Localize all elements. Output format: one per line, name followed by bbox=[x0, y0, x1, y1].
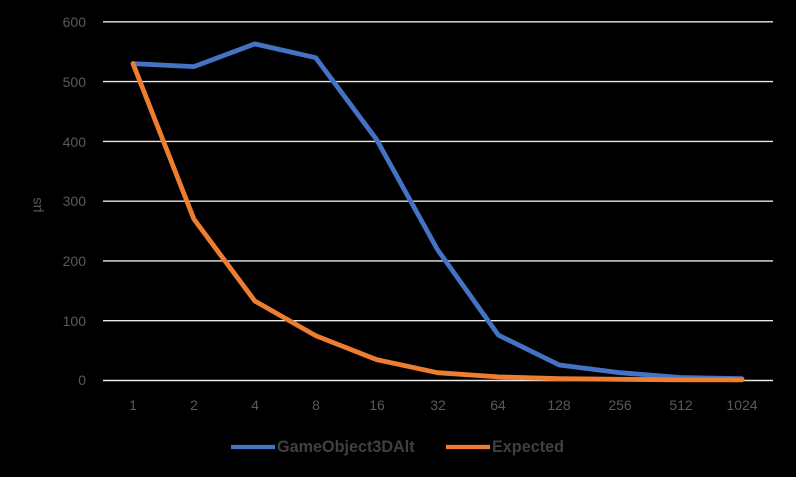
svg-text:200: 200 bbox=[63, 253, 87, 269]
svg-text:16: 16 bbox=[369, 397, 385, 413]
svg-text:100: 100 bbox=[63, 313, 87, 329]
svg-text:512: 512 bbox=[669, 397, 693, 413]
svg-text:Expected: Expected bbox=[492, 438, 564, 456]
svg-text:2: 2 bbox=[190, 397, 198, 413]
svg-text:1024: 1024 bbox=[726, 397, 757, 413]
svg-text:64: 64 bbox=[490, 397, 506, 413]
svg-text:8: 8 bbox=[312, 397, 320, 413]
svg-text:32: 32 bbox=[430, 397, 446, 413]
svg-text:4: 4 bbox=[251, 397, 259, 413]
svg-text:400: 400 bbox=[63, 134, 87, 150]
svg-text:500: 500 bbox=[63, 74, 87, 90]
svg-text:128: 128 bbox=[547, 397, 571, 413]
svg-text:µs: µs bbox=[28, 197, 44, 212]
svg-text:GameObject3DAlt: GameObject3DAlt bbox=[277, 438, 415, 456]
svg-text:0: 0 bbox=[78, 372, 86, 388]
svg-text:1: 1 bbox=[129, 397, 137, 413]
svg-text:300: 300 bbox=[63, 193, 87, 209]
svg-text:600: 600 bbox=[63, 14, 87, 30]
svg-text:256: 256 bbox=[608, 397, 632, 413]
